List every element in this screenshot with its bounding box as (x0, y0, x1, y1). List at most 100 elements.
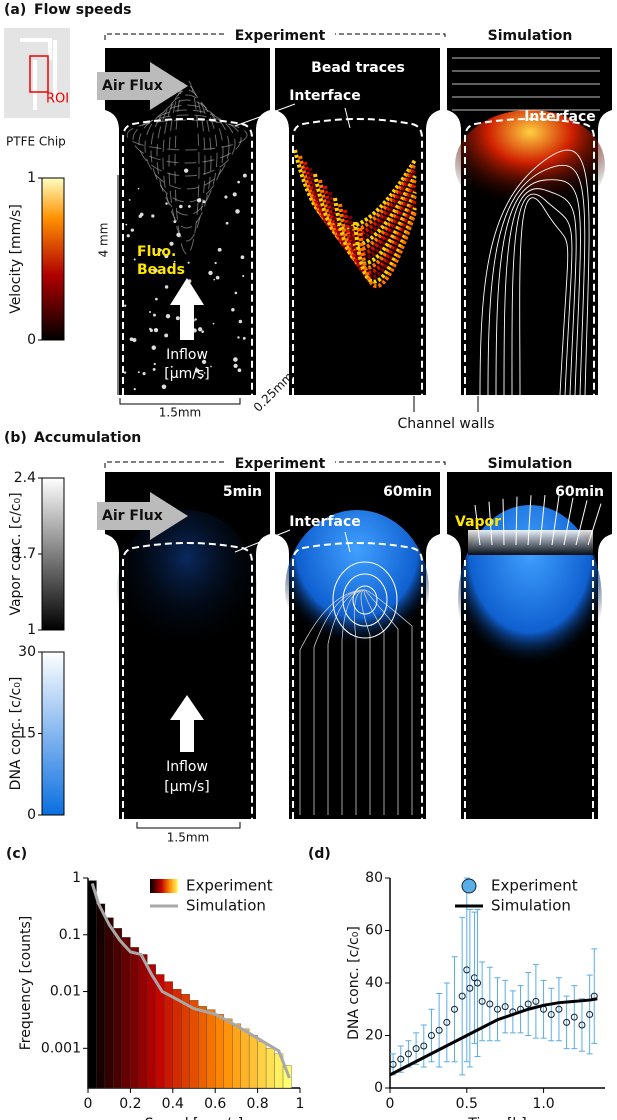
bead (214, 261, 217, 265)
bead (215, 275, 220, 280)
streamline (503, 188, 577, 396)
data-point (397, 1055, 405, 1063)
error-bar (436, 993, 443, 1068)
chip-channels (20, 38, 57, 110)
bead (173, 220, 177, 224)
data-point (443, 1018, 451, 1026)
y-tick-label: 0 (374, 1080, 383, 1096)
error-bar (555, 977, 562, 1042)
data-point (420, 1042, 428, 1050)
experiment-header: Experiment (235, 28, 326, 44)
bead (238, 319, 243, 324)
bead (176, 232, 181, 238)
histogram-bar (113, 928, 123, 1089)
y-axis-label: DNA conc. [c/c₀] (346, 926, 362, 1040)
colorbar-tick-label: 2.4 (14, 470, 36, 486)
histogram-bar (282, 1065, 292, 1089)
bead (164, 254, 169, 259)
charts: (c) 0 0.2 0.4 0.6 0.8 1 1 0.1 0.01 0.001 Speed [mm/… (6, 846, 605, 1120)
error-bar (548, 987, 555, 1042)
error-bar (502, 979, 509, 1034)
scale-label: 4 mm (97, 223, 111, 258)
histogram-bar (265, 1048, 275, 1089)
streamline (341, 589, 366, 815)
histogram-bar (121, 937, 131, 1089)
bead-trace (348, 203, 417, 280)
bead (130, 228, 134, 232)
bead (170, 365, 173, 368)
bead (179, 204, 183, 209)
error-bar (486, 966, 493, 1042)
colorbar-tick-label: 1 (27, 622, 36, 638)
bead (203, 372, 206, 374)
data-point (412, 1045, 420, 1053)
bead-trace (358, 211, 417, 289)
bead (237, 336, 240, 339)
colorbar-label: DNA conc. [c/c₀] (8, 677, 24, 791)
bead (149, 327, 152, 331)
bracket-gap (225, 455, 335, 471)
colorbar-label: Velocity [mm/s] (8, 204, 24, 314)
air-flux-label: Air Flux (102, 508, 163, 524)
bead (234, 291, 238, 295)
data-point (486, 1000, 494, 1008)
colorbar-tick-label: 0 (27, 332, 36, 348)
error-bar (459, 916, 466, 1076)
streamline (364, 589, 399, 815)
colorbar-tick-label: 1 (27, 170, 36, 186)
histogram-bar (198, 1006, 207, 1089)
data-point (501, 1003, 509, 1011)
scale-bar (119, 398, 241, 405)
streamline (363, 589, 385, 815)
bead (237, 180, 240, 184)
image-frame (275, 48, 440, 395)
scale-bar (136, 822, 241, 829)
bead-trace (343, 199, 417, 275)
bracket-gap (225, 27, 335, 43)
y-tick-label: 0.1 (59, 927, 81, 943)
x-tick-label: 0.2 (119, 1096, 141, 1112)
legend-label: Experiment (491, 877, 578, 895)
inflow-arrow (170, 278, 204, 340)
bead (212, 322, 215, 325)
interface-sim-label: Interface (524, 109, 596, 125)
error-bar (466, 909, 473, 1068)
histogram-bar (172, 989, 182, 1089)
panel-label: (a) (4, 2, 26, 18)
bead (137, 371, 140, 374)
bead (201, 359, 207, 365)
bead (213, 278, 216, 281)
histogram-bar (138, 954, 148, 1089)
bead (137, 187, 140, 190)
bead (202, 200, 206, 204)
bead (132, 337, 137, 343)
y-tick-label: 0.001 (41, 1040, 81, 1056)
bead (187, 261, 190, 264)
bead (133, 388, 136, 391)
bead (217, 247, 222, 252)
speed-field (455, 110, 605, 220)
data-point (586, 1011, 594, 1018)
image-frame (105, 48, 270, 395)
inflow-label: [μm/s] (164, 779, 209, 795)
bead-trace (353, 207, 417, 284)
panel-label: (d) (308, 846, 331, 862)
vapor-arrow (474, 504, 481, 546)
panel-title: Flow speeds (34, 2, 132, 18)
histogram-bar (206, 1009, 216, 1089)
bead (124, 304, 127, 307)
channel-outline (122, 118, 253, 395)
interface-label: Interface (289, 88, 361, 104)
x-tick-label: 0.4 (162, 1096, 184, 1112)
scale-label: 1.5mm (167, 831, 209, 845)
bead-arc (174, 79, 200, 255)
bead (187, 205, 191, 208)
bead (126, 234, 130, 238)
bead (225, 221, 229, 225)
interface-label: Interface (289, 514, 361, 530)
time-label: 60min (555, 484, 604, 500)
air-flux-arrow (97, 492, 188, 540)
error-bar (578, 998, 585, 1052)
interface-pointer (234, 103, 351, 129)
